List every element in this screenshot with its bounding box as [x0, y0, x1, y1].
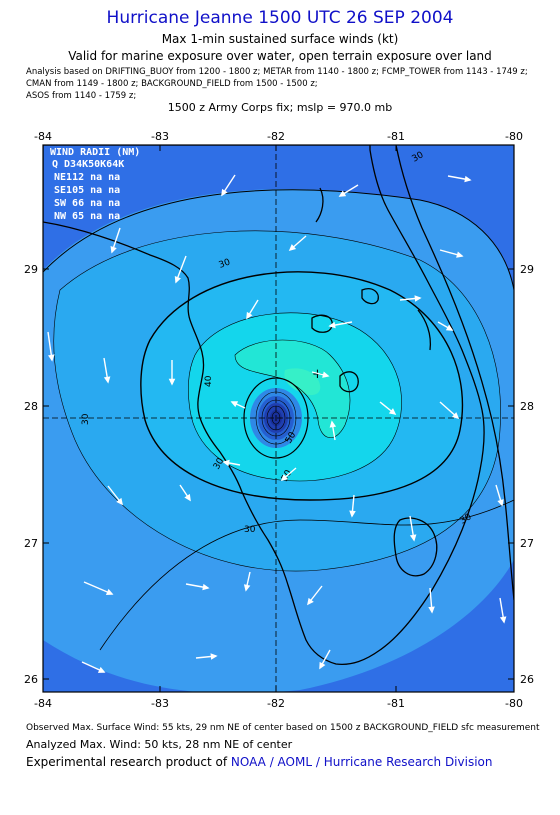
credit-org: NOAA / AOML / Hurricane Research Divisio… [230, 755, 493, 769]
map-frame [42, 144, 515, 693]
wind-vectors [47, 174, 507, 673]
wind-arrow-head [388, 408, 397, 416]
wind-radii-header: WIND RADII (NM) [50, 147, 140, 158]
lon-tick-label: -83 [151, 697, 169, 710]
wind-arrow-head [246, 311, 253, 320]
analyzed-max-wind: Analyzed Max. Wind: 50 kts, 28 nm NE of … [26, 738, 293, 751]
wind-arrow-head [322, 371, 330, 378]
wind-radii-columns: Q D34K50K64K [52, 159, 124, 170]
wind-arrow-head [103, 376, 111, 384]
contour-label: 30 [218, 257, 232, 270]
contour-label: 30 [81, 413, 91, 425]
wind-arrow-head [210, 653, 218, 660]
lat-tick-label: 28 [520, 400, 534, 413]
band-max [284, 368, 321, 396]
wind-arrow-head [280, 474, 289, 482]
lat-tick-label: 29 [520, 263, 534, 276]
lat-tick-label: 27 [520, 537, 534, 550]
wind-arrow-head [319, 661, 326, 670]
credit-line: Experimental research product of NOAA / … [26, 755, 492, 769]
lat-tick-label: 28 [24, 400, 38, 413]
analysis-line-1: Analysis based on DRIFTING_BUOY from 120… [26, 67, 528, 77]
lon-tick-label: -82 [267, 130, 285, 143]
fix-info: 1500 z Army Corps fix; mslp = 970.0 mb [167, 101, 393, 114]
lat-tick-label: 29 [24, 263, 38, 276]
lon-tick-label: -81 [387, 697, 405, 710]
wind-arrow-head [464, 175, 472, 183]
lon-tick-label: -84 [34, 130, 52, 143]
center-crosshair [43, 145, 514, 692]
map-subtitle: Max 1-min sustained surface winds (kt) [161, 32, 399, 46]
contour-label: 30 [244, 525, 256, 535]
band-50kt [235, 340, 350, 438]
lon-tick-label: -80 [505, 130, 523, 143]
axis-ticks [42, 145, 515, 692]
map-title: Hurricane Jeanne 1500 UTC 26 SEP 2004 [106, 8, 454, 28]
lat-tick-label: 26 [520, 673, 534, 686]
wind-arrow-head [221, 188, 228, 197]
lon-tick-label: -82 [267, 697, 285, 710]
lat-labels-right: 29 28 27 26 [520, 263, 534, 686]
wind-arrow-head [349, 510, 356, 518]
validity-note: Valid for marine exposure over water, op… [68, 49, 492, 63]
credit-prefix: Experimental research product of [26, 755, 231, 769]
wind-arrow-head [445, 324, 454, 331]
wind-arrow-head [428, 606, 435, 614]
wind-arrow-head [307, 597, 314, 606]
wind-arrow-head [174, 275, 181, 284]
wind-arrow-head [48, 354, 55, 362]
wind-arrow-head [338, 190, 347, 197]
wind-arrow-head [328, 321, 336, 329]
lat-tick-label: 26 [24, 673, 38, 686]
wind-radii-row: NE112 na na [54, 172, 120, 183]
lat-labels-left: 29 28 27 26 [24, 263, 38, 686]
wind-radii-row: SW 66 na na [54, 198, 120, 209]
contour-label: 40 [204, 375, 214, 387]
wind-arrow-head [409, 534, 417, 542]
wind-arrow-head [110, 246, 117, 254]
analysis-line-3: ASOS from 1140 - 1759 z; [26, 91, 137, 101]
analysis-line-2: CMAN from 1149 - 1800 z; BACKGROUND_FIEL… [26, 79, 318, 89]
wind-arrow-head [105, 588, 114, 595]
contour-lines [43, 189, 514, 651]
wind-arrow-head [497, 499, 504, 507]
observed-max-wind: Observed Max. Surface Wind: 55 kts, 29 n… [26, 723, 540, 733]
wind-arrow-head [184, 493, 191, 502]
wind-radii-table: WIND RADII (NM) Q D34K50K64K NE112 na na S… [50, 147, 140, 222]
wind-field [43, 145, 514, 692]
lon-tick-label: -81 [387, 130, 405, 143]
band-45kt [188, 312, 402, 481]
lon-tick-label: -84 [34, 697, 52, 710]
wind-arrow-head [202, 583, 210, 591]
max-wind-marker: + [312, 367, 323, 382]
wind-arrow-head [456, 251, 464, 258]
wind-arrow-head [116, 497, 123, 506]
lon-labels-bottom: -84 -83 -82 -81 -80 [34, 697, 523, 710]
analysis-sources: Analysis based on DRIFTING_BUOY from 120… [26, 66, 560, 102]
wind-arrow-head [230, 401, 239, 408]
wind-arrow-head [222, 459, 230, 467]
wind-arrow-head [414, 295, 422, 302]
wind-arrow-head [499, 616, 507, 624]
wind-arrow-head [451, 412, 460, 420]
lat-tick-label: 27 [24, 537, 38, 550]
wind-arrow-head [97, 666, 106, 673]
wind-arrow-head [288, 244, 297, 252]
wind-radii-row: SE105 na na [54, 185, 120, 196]
wind-arrow-head [243, 584, 251, 592]
wind-arrow-head [329, 420, 337, 428]
lon-tick-label: -83 [151, 130, 169, 143]
wind-arrow-head [168, 378, 176, 386]
lon-labels-top: -84 -83 -82 -81 -80 [34, 130, 523, 143]
wind-radii-row: NW 65 na na [54, 211, 120, 222]
lon-tick-label: -80 [505, 697, 523, 710]
